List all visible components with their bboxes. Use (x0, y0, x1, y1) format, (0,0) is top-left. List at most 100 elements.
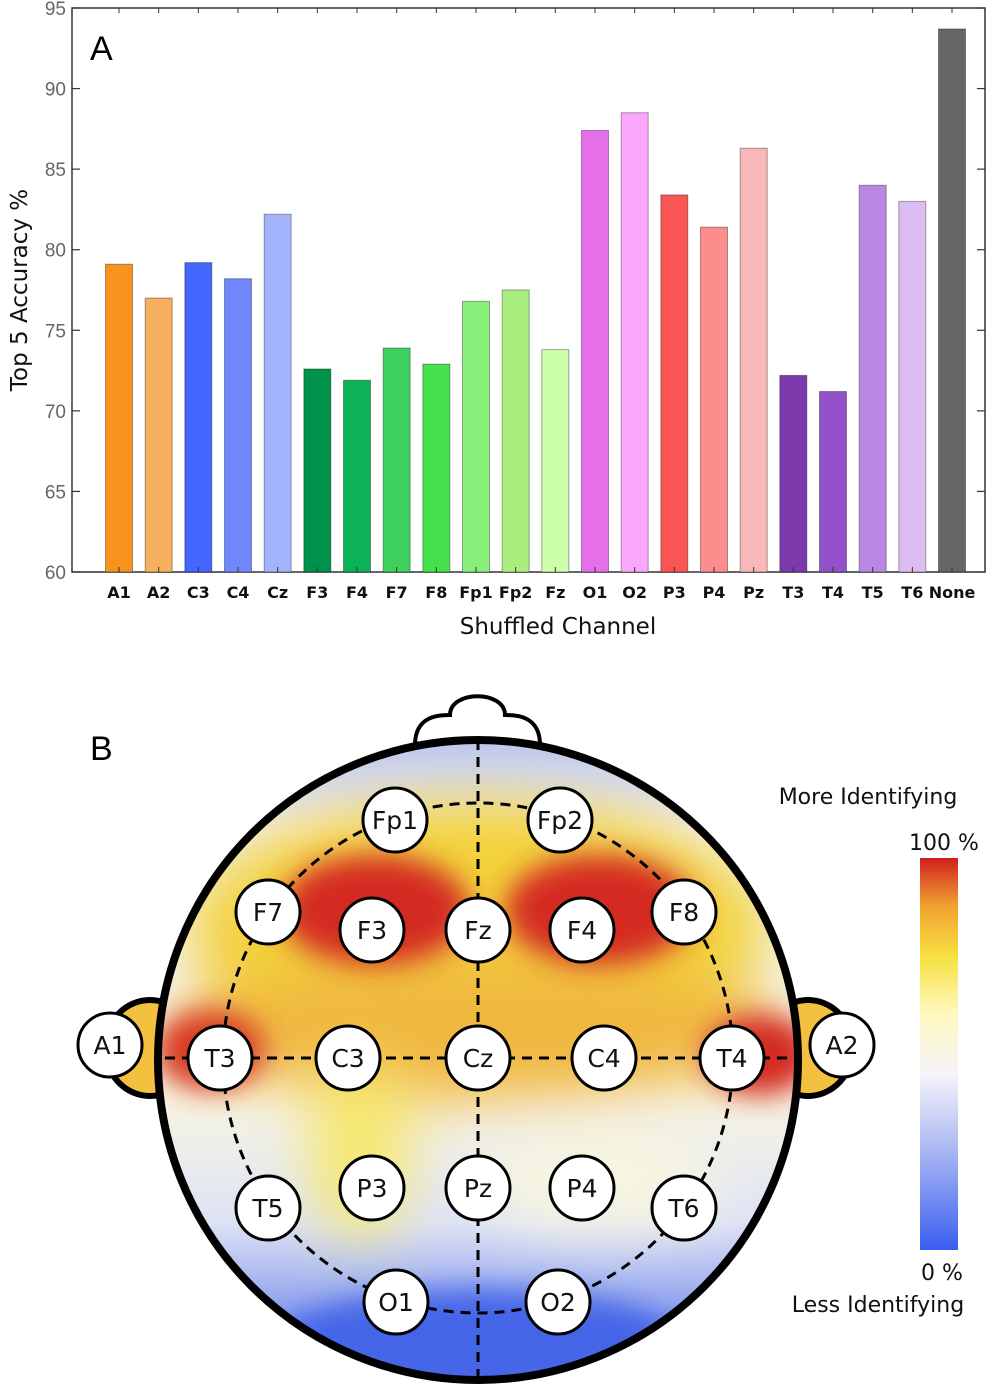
y-axis-label: Top 5 Accuracy % (7, 189, 33, 392)
bar-T5 (858, 184, 887, 573)
electrode-F7: F7 (234, 878, 302, 946)
x-tick-label: T6 (901, 583, 923, 602)
bar-F8 (422, 363, 451, 573)
electrode-label: O2 (540, 1288, 576, 1317)
head-outline (154, 736, 802, 1384)
x-tick-label: P3 (663, 583, 686, 602)
y-tick-label: 60 (45, 563, 66, 584)
bar-chart: 60 65 70 75 80 85 90 95 A1 A2 C3 C4 Cz F3 F4 F7 F8 Fp1 Fp… (7, 0, 986, 640)
x-tick-label: O1 (583, 583, 608, 602)
panel-label-b: B (90, 730, 113, 768)
x-tick-label: O2 (622, 583, 647, 602)
colorbar-bottom-label: Less Identifying (792, 1293, 964, 1318)
bar-T6 (898, 200, 927, 573)
x-tick-label: Fp1 (459, 583, 493, 602)
electrode-T4: T4 (698, 1024, 766, 1092)
bar-F7 (382, 347, 411, 573)
y-tick-label: 75 (45, 321, 66, 342)
x-tick-label: F3 (306, 583, 328, 602)
bar-A2 (144, 297, 173, 573)
electrode-label: F3 (357, 916, 387, 945)
x-tick-label: T5 (862, 583, 884, 602)
electrode-label: C3 (331, 1044, 364, 1073)
electrode-label: F8 (669, 898, 699, 927)
right-ear (760, 997, 856, 1099)
electrode-Fz: Fz (444, 896, 512, 964)
electrode-T3: T3 (186, 1024, 254, 1092)
electrode-T5: T5 (234, 1174, 302, 1242)
y-tick-label: 90 (45, 80, 66, 101)
electrode-label: Cz (463, 1044, 494, 1073)
bar-A1 (105, 263, 133, 573)
electrode-O1: O1 (362, 1268, 430, 1336)
bar-P3 (660, 194, 689, 573)
bar-O2 (620, 112, 649, 573)
nose-outline (413, 694, 542, 746)
electrode-label: Fp1 (372, 806, 418, 835)
x-tick-label: C4 (227, 583, 250, 602)
electrode-label: T6 (667, 1194, 699, 1223)
electrode-F4: F4 (548, 896, 616, 964)
x-tick-label: C3 (187, 583, 210, 602)
y-tick-label: 85 (45, 160, 66, 181)
electrode-C4: C4 (570, 1024, 638, 1092)
electrode-label: P4 (567, 1174, 598, 1203)
electrode-Pz: Pz (444, 1154, 512, 1222)
electrode-Fp2: Fp2 (526, 786, 594, 854)
electrode-label: A2 (825, 1031, 858, 1060)
x-tick-label: P4 (703, 583, 726, 602)
x-axis-label: Shuffled Channel (460, 614, 656, 640)
left-ear (102, 997, 198, 1099)
bar-T3 (779, 374, 808, 573)
electrode-P3: P3 (338, 1154, 406, 1222)
x-tick-label: F8 (425, 583, 447, 602)
electrode-label: T4 (715, 1044, 747, 1073)
electrode-label: T5 (251, 1194, 283, 1223)
bar-Pz (739, 147, 768, 573)
electrode-label: Fp2 (537, 806, 583, 835)
electrode-P4: P4 (548, 1154, 616, 1222)
x-tick-label: Fp2 (499, 583, 533, 602)
x-tick-label: F4 (346, 583, 368, 602)
x-tick-label: T4 (822, 583, 844, 602)
bar-F3 (303, 368, 332, 573)
electrode-label: P3 (357, 1174, 388, 1203)
colorbar-max-label: 100 % (909, 831, 979, 856)
electrode-Fp1: Fp1 (361, 786, 429, 854)
bar-C3 (184, 262, 213, 573)
electrode-label: F7 (253, 898, 283, 927)
y-tick-label: 95 (45, 0, 66, 20)
electrode-label: Pz (464, 1174, 492, 1203)
electrode-A2: A2 (808, 1011, 876, 1079)
x-tick-label: A1 (107, 583, 131, 602)
panel-label-a: A (90, 30, 113, 68)
bar-Fp2 (501, 289, 530, 573)
electrode-T6: T6 (650, 1174, 718, 1242)
x-tick-label: T3 (782, 583, 804, 602)
electrode-label: O1 (378, 1288, 414, 1317)
x-tick-label: A2 (147, 583, 171, 602)
x-tick-label: Pz (743, 583, 764, 602)
electrode-Cz: Cz (444, 1024, 512, 1092)
bar-Fp1 (462, 300, 490, 573)
bar-P4 (700, 226, 728, 573)
y-tick-label: 70 (45, 402, 66, 423)
x-tick-label: Fz (545, 583, 565, 602)
electrode-label: A1 (93, 1031, 126, 1060)
bar-Fz (541, 349, 570, 573)
montage-lines (165, 740, 795, 1380)
bar-O1 (581, 129, 609, 573)
bar-T4 (819, 391, 847, 573)
heatmap-field (158, 740, 798, 1380)
x-tick-label: Cz (267, 583, 288, 602)
electrode-label: F4 (567, 916, 597, 945)
electrode-C3: C3 (314, 1024, 382, 1092)
bar-None (938, 28, 966, 573)
bar-F4 (343, 379, 371, 573)
bar-Cz (263, 213, 292, 573)
electrode-F3: F3 (338, 896, 406, 964)
x-tick-label: None (929, 583, 976, 602)
colorbar-top-label: More Identifying (779, 785, 958, 810)
electrode-label: Fz (464, 916, 492, 945)
electrode-O2: O2 (524, 1268, 592, 1336)
